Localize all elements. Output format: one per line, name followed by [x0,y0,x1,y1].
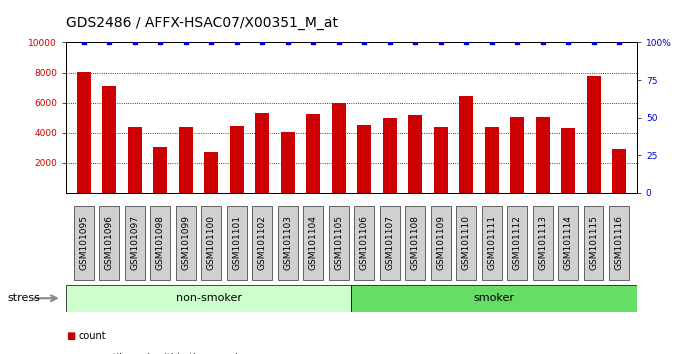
Text: GSM101116: GSM101116 [615,215,624,270]
FancyBboxPatch shape [176,206,196,280]
FancyBboxPatch shape [405,206,425,280]
Text: GSM101110: GSM101110 [461,215,470,270]
Bar [383,119,397,193]
FancyBboxPatch shape [227,206,247,280]
Text: GSM101114: GSM101114 [564,215,573,270]
Point [180,40,191,45]
FancyBboxPatch shape [609,206,629,280]
Text: percentile rank within the sample: percentile rank within the sample [79,353,244,354]
Text: GSM101112: GSM101112 [512,215,521,270]
FancyBboxPatch shape [532,206,553,280]
Point [79,40,90,45]
Bar [77,72,91,193]
Text: GSM101105: GSM101105 [334,215,343,270]
Point [435,40,446,45]
Bar [255,113,269,193]
Point [512,40,523,45]
FancyBboxPatch shape [507,206,527,280]
Bar [357,125,371,193]
FancyBboxPatch shape [125,206,145,280]
Text: non-smoker: non-smoker [176,293,242,303]
FancyBboxPatch shape [74,206,94,280]
Point [308,40,319,45]
Text: GSM101097: GSM101097 [130,215,139,270]
Bar [128,127,142,193]
Bar [179,127,193,193]
Point [155,40,166,45]
FancyBboxPatch shape [278,206,298,280]
Point [104,40,115,45]
Point [537,40,548,45]
Text: count: count [79,331,106,341]
Text: stress: stress [7,293,40,303]
FancyBboxPatch shape [150,206,171,280]
Bar [612,149,626,193]
FancyBboxPatch shape [66,285,351,312]
Point [384,40,395,45]
FancyBboxPatch shape [558,206,578,280]
FancyBboxPatch shape [482,206,502,280]
Bar [306,114,320,193]
Point [358,40,370,45]
FancyBboxPatch shape [201,206,221,280]
FancyBboxPatch shape [253,206,272,280]
Point [562,40,574,45]
Bar [510,117,524,193]
Point [410,40,421,45]
FancyBboxPatch shape [351,285,637,312]
FancyBboxPatch shape [354,206,374,280]
Text: ■: ■ [66,353,75,354]
Bar [459,96,473,193]
Bar [561,128,575,193]
Text: ■: ■ [66,331,75,341]
Text: GSM101100: GSM101100 [207,215,216,270]
Bar [408,115,422,193]
Point [282,40,293,45]
Point [588,40,599,45]
Text: GSM101095: GSM101095 [79,215,88,270]
Bar [280,132,295,193]
FancyBboxPatch shape [329,206,349,280]
Bar [102,86,116,193]
Text: GSM101108: GSM101108 [411,215,420,270]
FancyBboxPatch shape [583,206,603,280]
Text: GSM101102: GSM101102 [258,215,267,270]
Text: GSM101113: GSM101113 [538,215,547,270]
Text: GSM101098: GSM101098 [156,215,165,270]
Text: GSM101106: GSM101106 [360,215,369,270]
FancyBboxPatch shape [100,206,120,280]
Text: GSM101103: GSM101103 [283,215,292,270]
Text: GSM101111: GSM101111 [487,215,496,270]
Point [257,40,268,45]
Text: GSM101096: GSM101096 [105,215,114,270]
Bar [153,147,168,193]
Bar [205,152,219,193]
Point [206,40,217,45]
Text: GSM101109: GSM101109 [436,215,445,270]
Bar [535,117,550,193]
Text: GSM101104: GSM101104 [309,215,318,270]
Bar [332,103,346,193]
FancyBboxPatch shape [380,206,400,280]
FancyBboxPatch shape [303,206,323,280]
Point [461,40,472,45]
Point [231,40,242,45]
Bar [434,127,448,193]
Point [333,40,345,45]
Text: GSM101101: GSM101101 [232,215,242,270]
Text: smoker: smoker [474,293,514,303]
Text: GDS2486 / AFFX-HSAC07/X00351_M_at: GDS2486 / AFFX-HSAC07/X00351_M_at [66,16,338,30]
FancyBboxPatch shape [431,206,450,280]
Point [486,40,497,45]
Bar [230,126,244,193]
Bar [587,76,601,193]
Point [129,40,141,45]
Text: GSM101107: GSM101107 [385,215,394,270]
Text: GSM101099: GSM101099 [182,215,191,270]
FancyBboxPatch shape [456,206,476,280]
Bar [484,127,498,193]
Text: GSM101115: GSM101115 [589,215,598,270]
Point [613,40,624,45]
